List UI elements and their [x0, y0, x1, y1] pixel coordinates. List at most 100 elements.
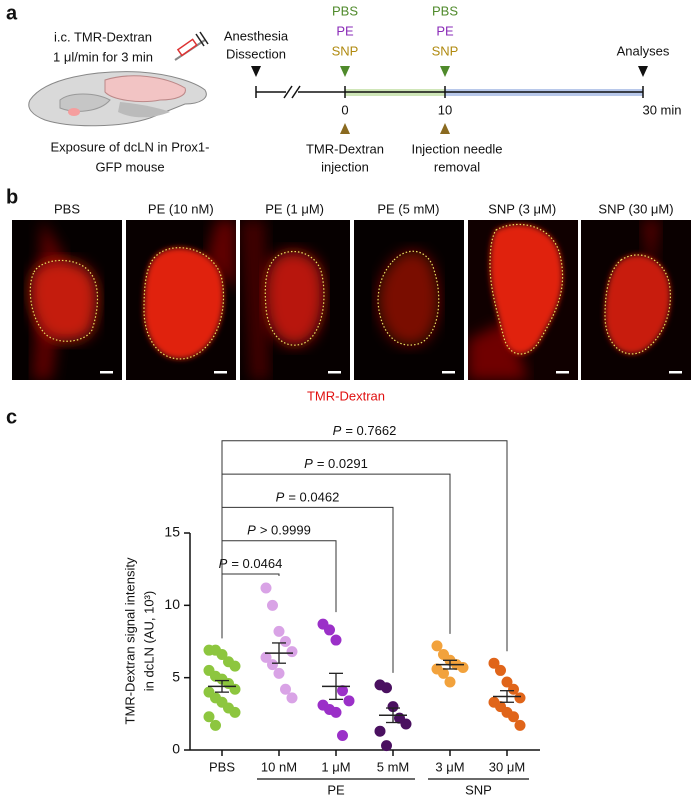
condition-label: PE (1 μM): [265, 201, 324, 216]
data-point: [438, 667, 449, 679]
data-point: [495, 664, 506, 676]
treatment: SNP: [432, 43, 459, 58]
data-point: [229, 660, 241, 672]
data-point: [210, 719, 221, 731]
micrograph: [581, 220, 691, 380]
treatment: PBS: [332, 3, 358, 18]
step-label: Analyses: [617, 43, 670, 58]
mouse-illustration: [28, 31, 209, 127]
y-tick-label: 0: [172, 741, 180, 757]
data-point: [337, 730, 348, 742]
panel-label: b: [6, 186, 18, 208]
data-point: [374, 725, 386, 737]
p-symbol: P: [276, 490, 285, 505]
timeline: [251, 66, 648, 134]
x-tick-label: 5 mM: [377, 759, 410, 774]
treatment: PE: [436, 23, 454, 38]
data-point: [286, 692, 298, 704]
data-point: [267, 599, 278, 611]
x-tick-label: PBS: [209, 759, 235, 774]
data-point: [343, 695, 355, 707]
data-point: [330, 706, 342, 718]
time-label: 10: [438, 102, 452, 117]
data-point: [400, 718, 412, 730]
p-value: P > 0.9999: [247, 523, 311, 538]
data-point: [514, 692, 526, 704]
time-label: 30 min: [642, 102, 681, 117]
caption: GFP mouse: [95, 159, 164, 174]
data-point: [203, 711, 215, 723]
micrograph: [354, 220, 464, 380]
data-point: [514, 719, 526, 731]
data-point: [501, 676, 513, 688]
micrograph: [12, 220, 122, 380]
p-text: = 0.0291: [317, 457, 368, 472]
p-text: = 0.7662: [345, 423, 396, 438]
p-symbol: P: [219, 556, 228, 571]
p-symbol: P: [247, 523, 256, 538]
data-point: [381, 740, 392, 752]
y-tick-label: 10: [164, 596, 180, 612]
step-label: Anesthesia: [224, 28, 289, 43]
panel-label: c: [6, 406, 17, 428]
y-axis-label: in dcLN (AU, 10³): [141, 591, 156, 691]
injection-text: 1 μl/min for 3 min: [53, 49, 153, 64]
comparison-bracket: [221, 440, 508, 652]
data-point: [229, 706, 241, 718]
data-point: [324, 624, 335, 636]
data-point: [286, 646, 298, 658]
condition-label: PE (10 nM): [148, 201, 214, 216]
micrograph: [126, 220, 236, 380]
event-note: injection: [321, 159, 369, 174]
p-value: P = 0.0462: [276, 490, 340, 505]
treatment: PE: [336, 23, 354, 38]
data-point: [273, 625, 285, 637]
event-note: Injection needle: [411, 141, 502, 156]
p-text: > 0.9999: [260, 523, 311, 538]
data-point: [280, 683, 291, 695]
y-tick-label: 5: [172, 668, 180, 684]
y-tick-label: 15: [164, 524, 180, 540]
condition-label: SNP (3 μM): [488, 201, 556, 216]
data-point: [273, 667, 285, 679]
micrograph-row: [12, 220, 691, 380]
injection-text: i.c. TMR-Dextran: [54, 29, 152, 44]
data-point: [431, 640, 443, 652]
condition-label: PE (5 mM): [377, 201, 439, 216]
caption: Exposure of dcLN in Prox1-: [51, 139, 210, 154]
data-point: [216, 649, 228, 661]
data-point: [260, 582, 272, 594]
condition-label: PBS: [54, 201, 80, 216]
p-text: = 0.0462: [288, 490, 339, 505]
x-tick-label: 30 μM: [489, 759, 525, 774]
data-point: [508, 683, 519, 695]
p-value: P = 0.7662: [333, 423, 397, 438]
group-label: PE: [327, 782, 345, 797]
group-label: SNP: [465, 782, 492, 797]
x-tick-label: 1 μM: [321, 759, 350, 774]
data-point: [508, 711, 519, 723]
data-point: [337, 685, 348, 697]
x-tick-label: 10 nM: [261, 759, 297, 774]
p-value: P = 0.0464: [219, 556, 283, 571]
image-caption: TMR-Dextran: [307, 388, 385, 403]
data-point: [330, 634, 342, 646]
panel-label: a: [6, 2, 18, 24]
treatment: PBS: [432, 3, 458, 18]
micrograph: [240, 220, 350, 380]
data-point: [488, 657, 500, 669]
x-tick-label: 3 μM: [435, 759, 464, 774]
micrograph: [468, 220, 578, 380]
data-point: [267, 659, 278, 671]
p-text: = 0.0464: [231, 556, 282, 571]
event-note: removal: [434, 159, 480, 174]
p-symbol: P: [304, 457, 313, 472]
treatment: SNP: [332, 43, 359, 58]
p-value: P = 0.0291: [304, 457, 368, 472]
data-point: [280, 636, 291, 647]
step-label: Dissection: [226, 46, 286, 61]
condition-label: SNP (30 μM): [598, 201, 673, 216]
data-point: [381, 682, 392, 694]
data-point: [444, 676, 456, 688]
event-note: TMR-Dextran: [306, 141, 384, 156]
